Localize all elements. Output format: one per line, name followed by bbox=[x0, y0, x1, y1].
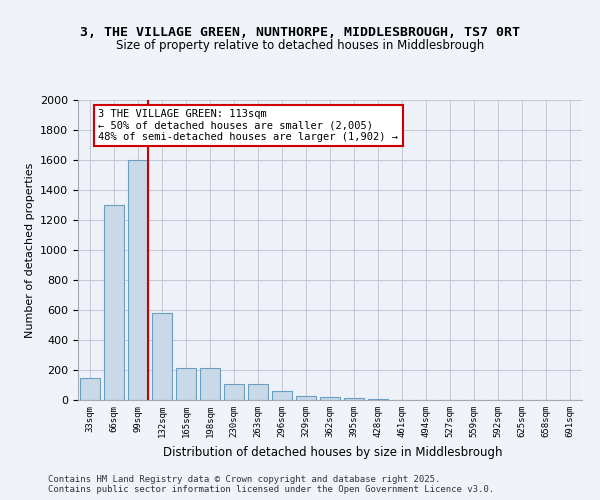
Y-axis label: Number of detached properties: Number of detached properties bbox=[25, 162, 35, 338]
Text: 3, THE VILLAGE GREEN, NUNTHORPE, MIDDLESBROUGH, TS7 0RT: 3, THE VILLAGE GREEN, NUNTHORPE, MIDDLES… bbox=[80, 26, 520, 39]
Text: Contains HM Land Registry data © Crown copyright and database right 2025.: Contains HM Land Registry data © Crown c… bbox=[48, 474, 440, 484]
Text: Distribution of detached houses by size in Middlesbrough: Distribution of detached houses by size … bbox=[163, 446, 503, 459]
Text: Size of property relative to detached houses in Middlesbrough: Size of property relative to detached ho… bbox=[116, 38, 484, 52]
Bar bbox=[152, 313, 172, 400]
Text: Contains public sector information licensed under the Open Government Licence v3: Contains public sector information licen… bbox=[48, 484, 494, 494]
Bar bbox=[296, 396, 316, 400]
Bar bbox=[248, 384, 268, 400]
Bar bbox=[128, 160, 148, 400]
Bar bbox=[80, 378, 100, 400]
Text: 3 THE VILLAGE GREEN: 113sqm
← 50% of detached houses are smaller (2,005)
48% of : 3 THE VILLAGE GREEN: 113sqm ← 50% of det… bbox=[98, 109, 398, 142]
Bar bbox=[200, 368, 220, 400]
Bar bbox=[344, 398, 364, 400]
Bar bbox=[176, 368, 196, 400]
Bar bbox=[224, 384, 244, 400]
Bar bbox=[320, 397, 340, 400]
Bar bbox=[104, 205, 124, 400]
Bar bbox=[368, 399, 388, 400]
Bar bbox=[272, 391, 292, 400]
